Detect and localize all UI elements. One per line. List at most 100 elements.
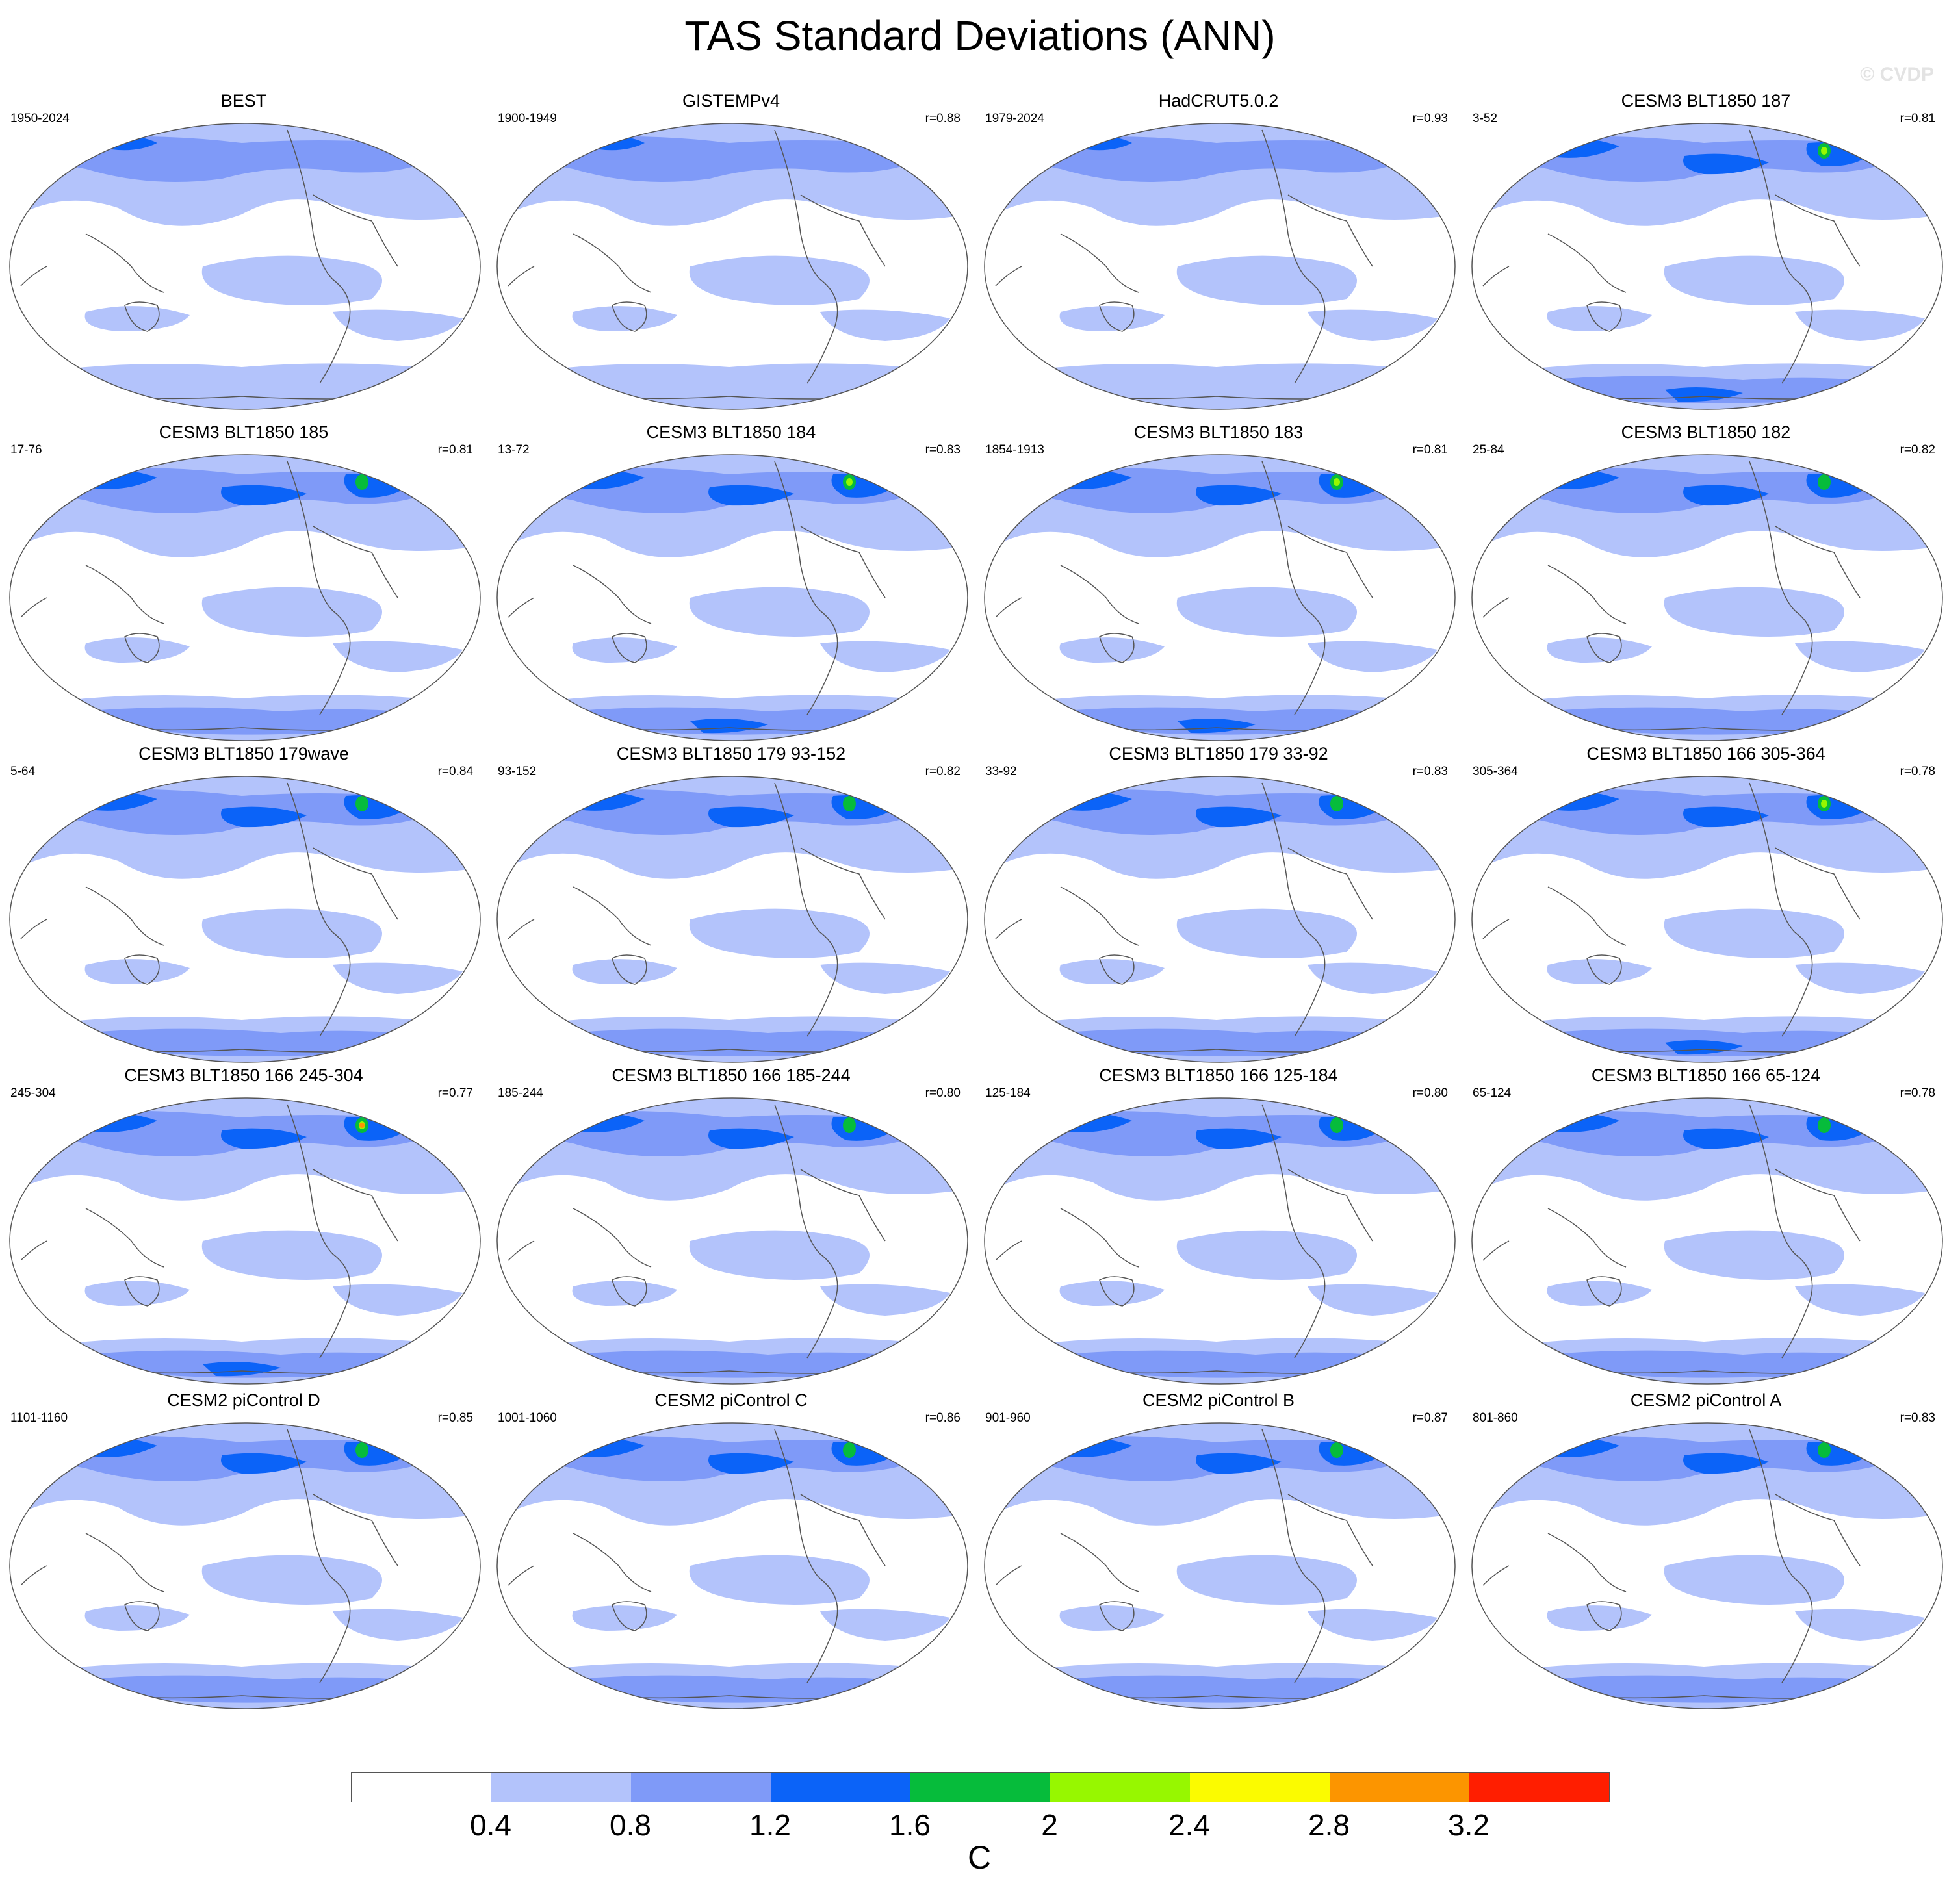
panel-title: BEST [220, 91, 267, 110]
map-outline [496, 776, 968, 1063]
contour-region [1547, 306, 1652, 331]
contour-region [708, 806, 794, 828]
coastline [1060, 1208, 1139, 1268]
coastline [1287, 526, 1373, 598]
panel-years: 65-124 [1473, 1086, 1512, 1100]
panel-pattern-correlation: r=0.81 [1900, 112, 1935, 125]
contour-region [95, 789, 116, 800]
panel-title: CESM3 BLT1850 166 305-364 [1586, 744, 1825, 763]
contour-region [534, 1028, 944, 1056]
contour-region [1196, 1453, 1282, 1474]
map-outline [496, 1422, 968, 1709]
contour-region [1196, 806, 1282, 828]
coastline [800, 526, 886, 598]
coastline [1547, 565, 1627, 624]
coastline [85, 565, 164, 624]
panel-title: CESM3 BLT1850 183 [1133, 422, 1304, 442]
coastline [800, 1494, 886, 1566]
panel-title: CESM3 BLT1850 166 125-184 [1099, 1066, 1338, 1085]
contour-region [582, 789, 603, 800]
robinson-map [1471, 123, 1943, 410]
contour-region [1176, 1555, 1357, 1605]
contour-region [1022, 1350, 1431, 1378]
contour-region [333, 309, 463, 341]
contour-region [1176, 255, 1357, 305]
contour-region [689, 587, 870, 637]
contour-region [1557, 136, 1578, 147]
panel-pattern-correlation: r=0.81 [1412, 443, 1448, 457]
coastline [313, 1169, 398, 1242]
panel-title: CESM3 BLT1850 182 [1621, 422, 1791, 442]
contour-region [1070, 1436, 1090, 1446]
coastline [1261, 461, 1326, 715]
contour-region [221, 485, 307, 506]
coastline [124, 954, 160, 985]
contour-region [1683, 1453, 1769, 1474]
coastline [573, 1533, 652, 1592]
coastline [612, 1601, 647, 1631]
contour-region [1547, 637, 1652, 663]
coastline [20, 1565, 47, 1586]
panel-title: CESM2 piControl B [1142, 1390, 1295, 1410]
map-panel: CESM2 piControl C 1001-1060 r=0.86 [487, 1390, 975, 1722]
coastline [85, 886, 164, 946]
contour-region [582, 1111, 603, 1121]
colorbar-box [1190, 1773, 1330, 1802]
panel-title: CESM3 BLT1850 179wave [138, 744, 349, 763]
coastline [774, 1429, 838, 1683]
panel-years: 1950-2024 [10, 112, 70, 125]
panel-pattern-correlation: r=0.82 [1900, 443, 1935, 457]
coastline [1749, 1429, 1813, 1683]
coastline [1060, 233, 1139, 293]
coastline [508, 1240, 535, 1261]
contour-region [843, 1117, 856, 1133]
contour-region [1509, 707, 1918, 735]
coastline [573, 1208, 652, 1268]
coastline [1099, 301, 1135, 332]
contour-region [582, 1436, 603, 1446]
map-outline [9, 1422, 481, 1709]
panel-years: 1101-1160 [10, 1411, 68, 1425]
panel-title: CESM3 BLT1850 187 [1621, 91, 1791, 110]
panel-years: 33-92 [985, 765, 1017, 778]
coastline [85, 1533, 164, 1592]
contour-region [201, 908, 382, 958]
panel-title: HadCRUT5.0.2 [1158, 91, 1279, 110]
coastline [1586, 1601, 1622, 1631]
robinson-map [496, 123, 968, 410]
contour-region [1308, 641, 1438, 672]
coastline [85, 1208, 164, 1268]
panel-years: 801-860 [1473, 1411, 1518, 1425]
contour-region [572, 1605, 677, 1631]
coastline [85, 233, 164, 293]
coastline [1099, 633, 1135, 663]
colorbar-box [631, 1773, 771, 1802]
contour-region [355, 1442, 368, 1458]
robinson-map [496, 1097, 968, 1385]
map-outline [1471, 776, 1943, 1063]
map-panel: CESM3 BLT1850 179 33-92 33-92 r=0.83 [975, 744, 1462, 1075]
coastline [1775, 1169, 1861, 1242]
coastline [20, 1240, 47, 1261]
coastline [995, 1240, 1022, 1261]
contour-region [1334, 478, 1340, 486]
panel-pattern-correlation: r=0.77 [437, 1086, 473, 1100]
coastline [612, 633, 647, 663]
panel-pattern-correlation: r=0.78 [1900, 1086, 1935, 1100]
contour-region [820, 1284, 950, 1316]
contour-region [201, 1555, 382, 1605]
coastline [573, 886, 652, 946]
colorbar-box [1469, 1773, 1609, 1802]
map-outline [1471, 1097, 1943, 1385]
coastline [1482, 597, 1510, 618]
map-panel: BEST 1950-2024 [0, 91, 487, 422]
coastline [1775, 526, 1861, 598]
colorbar-tick-label: 0.4 [470, 1808, 511, 1842]
colorbar-units: C [967, 1839, 992, 1876]
contour-region [203, 1362, 281, 1377]
panel-years: 13-72 [498, 443, 530, 457]
contour-region [47, 707, 456, 735]
map-outline [1471, 1422, 1943, 1709]
map-panel: CESM3 BLT1850 185 17-76 r=0.81 [0, 422, 487, 754]
colorbar-tick-label: 0.8 [610, 1808, 651, 1842]
